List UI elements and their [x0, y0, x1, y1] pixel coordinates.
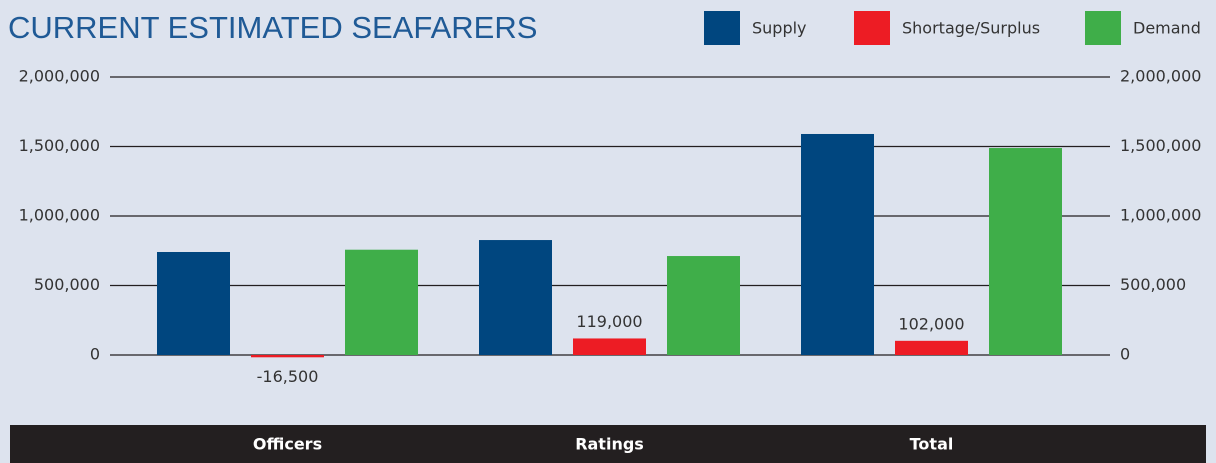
y-tick-label: 500,000	[34, 275, 100, 294]
y2-tick-label: 2,000,000	[1120, 67, 1201, 86]
x-tick-label: Ratings	[575, 435, 644, 454]
y2-tick-label: 0	[1120, 345, 1130, 364]
chart-title: CURRENT ESTIMATED SEAFARERS	[8, 10, 537, 45]
legend-label: Demand	[1133, 19, 1201, 38]
bar	[989, 148, 1062, 355]
y2-tick-label: 1,500,000	[1120, 136, 1201, 155]
data-label: 102,000	[898, 314, 964, 333]
legend-swatch	[1085, 11, 1121, 45]
y-tick-label: 2,000,000	[19, 67, 100, 86]
bar	[573, 338, 646, 355]
x-tick-label: Total	[910, 435, 954, 454]
y2-tick-label: 1,000,000	[1120, 206, 1201, 225]
bar	[157, 252, 230, 355]
legend-label: Shortage/Surplus	[902, 19, 1040, 38]
bar	[801, 133, 874, 355]
legend-swatch	[854, 11, 890, 45]
bar	[345, 249, 418, 355]
y-tick-label: 1,500,000	[19, 136, 100, 155]
category-band	[10, 425, 1206, 463]
bar	[667, 256, 740, 355]
legend-label: Supply	[752, 19, 807, 38]
y-tick-label: 0	[90, 345, 100, 364]
data-label: -16,500	[257, 367, 319, 386]
x-tick-label: Officers	[253, 435, 322, 454]
bar	[895, 340, 968, 355]
y2-tick-label: 500,000	[1120, 275, 1186, 294]
bar	[251, 355, 324, 358]
bar	[479, 240, 552, 355]
legend-swatch	[704, 11, 740, 45]
y-tick-label: 1,000,000	[19, 206, 100, 225]
data-label: 119,000	[576, 312, 642, 331]
